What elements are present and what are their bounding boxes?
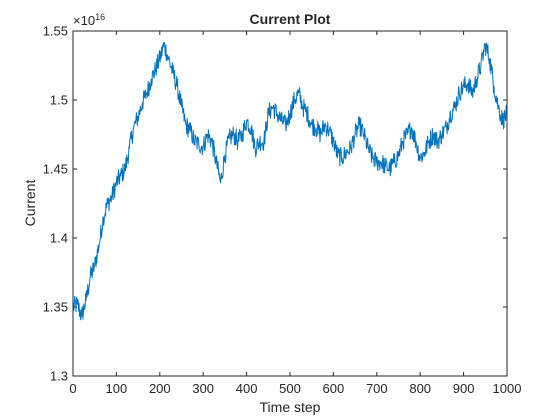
y-axis-label: Current [22,180,38,227]
y-tick-label: 1.45 [43,162,68,177]
plot-area-border [72,30,508,377]
plot-area-background [73,31,507,376]
x-tick-label: 200 [149,381,171,396]
y-axis-exponent: ×1016 [73,12,105,28]
x-tick-label: 800 [409,381,431,396]
x-tick-label: 400 [236,381,258,396]
x-tick-label: 600 [323,381,345,396]
x-tick-label: 900 [453,381,475,396]
x-tick-label: 100 [106,381,128,396]
x-tick-label: 0 [69,381,76,396]
y-axis-exponent-power: 16 [95,12,105,22]
x-tick-label: 1000 [493,381,522,396]
y-tick-label: 1.55 [43,24,68,39]
y-axis-ticks: 1.3 1.35 1.4 1.45 1.5 1.55 [43,24,507,384]
chart-title: Current Plot [250,11,331,27]
y-axis-exponent-base: ×10 [73,13,95,28]
x-tick-label: 300 [192,381,214,396]
y-tick-label: 1.3 [50,369,68,384]
series-line [72,41,508,321]
x-tick-label: 700 [366,381,388,396]
x-tick-label: 500 [279,381,301,396]
y-tick-label: 1.5 [50,93,68,108]
y-tick-label: 1.4 [50,231,68,246]
y-tick-label: 1.35 [43,300,68,315]
x-axis-ticks: 0 100 200 300 400 500 600 700 800 900 1000 [69,31,521,396]
x-axis-label: Time step [260,399,321,415]
